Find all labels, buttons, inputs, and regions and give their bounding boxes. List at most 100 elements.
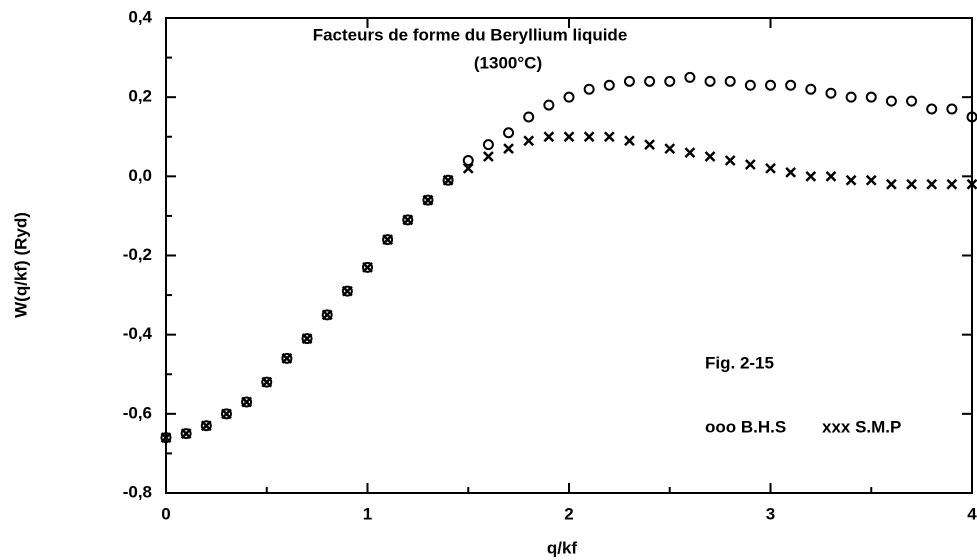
point <box>462 155 474 166</box>
y-tick-label: -0,8 <box>123 482 152 501</box>
point <box>865 91 877 103</box>
x-tick-label: 3 <box>766 504 775 523</box>
point <box>362 261 373 273</box>
point <box>523 135 535 147</box>
point <box>180 428 192 440</box>
point <box>241 396 253 408</box>
point <box>664 143 676 155</box>
y-tick-label: 0,2 <box>128 87 152 106</box>
point <box>261 376 273 388</box>
point <box>442 174 454 186</box>
point <box>180 428 192 440</box>
point <box>563 91 575 103</box>
point <box>382 234 394 246</box>
point <box>281 353 293 364</box>
point <box>362 261 373 273</box>
point <box>644 139 655 151</box>
point <box>422 194 434 206</box>
point <box>664 75 676 87</box>
point <box>160 432 172 444</box>
point <box>906 95 918 107</box>
point <box>543 99 555 111</box>
point <box>785 166 797 178</box>
chart-subtitle: (1300°C) <box>474 53 542 72</box>
point <box>583 131 595 143</box>
point <box>402 214 414 226</box>
point <box>886 178 897 190</box>
point <box>543 131 555 143</box>
y-tick-label: -0,2 <box>123 245 152 264</box>
point <box>825 170 837 182</box>
point <box>301 333 313 345</box>
point <box>684 147 696 158</box>
point <box>603 131 615 143</box>
chart-title: Facteurs de forme du Beryllium liquide <box>313 25 628 44</box>
point <box>966 178 977 190</box>
point <box>523 111 535 123</box>
point <box>583 83 595 95</box>
x-axis-label: q/kf <box>547 538 578 557</box>
point <box>442 174 454 186</box>
point <box>785 79 797 91</box>
point <box>704 151 716 162</box>
point <box>946 103 958 115</box>
point <box>603 79 615 91</box>
point <box>744 79 756 91</box>
point <box>765 163 776 174</box>
point <box>684 71 696 83</box>
x-tick-label: 4 <box>967 504 977 523</box>
point <box>382 234 394 246</box>
point <box>624 135 635 147</box>
x-tick-label: 0 <box>161 504 170 523</box>
point <box>805 83 817 95</box>
point <box>220 408 232 420</box>
point <box>825 87 837 99</box>
y-tick-label: -0,4 <box>123 324 153 343</box>
point <box>704 75 716 87</box>
point <box>744 159 756 170</box>
point <box>462 163 474 174</box>
point <box>321 309 333 321</box>
point <box>563 131 575 143</box>
point <box>221 408 232 420</box>
x-tick-label: 1 <box>363 504 372 523</box>
point <box>644 75 656 87</box>
point <box>200 420 212 432</box>
point <box>482 139 494 151</box>
x-tick-label: 2 <box>564 504 573 523</box>
point <box>765 79 776 91</box>
point <box>341 285 353 297</box>
point <box>503 127 515 139</box>
point <box>241 396 252 408</box>
y-tick-label: -0,6 <box>123 403 152 422</box>
point <box>341 285 353 297</box>
y-tick-label: 0,0 <box>128 166 152 185</box>
point <box>483 151 494 162</box>
annotation: Fig. 2-15 <box>705 353 774 372</box>
point <box>946 178 958 190</box>
point <box>281 352 293 364</box>
point <box>422 194 434 206</box>
point <box>724 155 736 166</box>
point <box>301 333 313 345</box>
point <box>845 91 857 103</box>
point <box>200 420 212 432</box>
point <box>926 178 938 190</box>
point <box>805 170 817 182</box>
point <box>503 143 514 155</box>
point <box>906 178 917 190</box>
point <box>845 174 857 186</box>
y-axis-label: W(q/kf) (Ryd) <box>11 212 30 318</box>
legend-entry: ooo B.H.S <box>705 417 786 436</box>
point <box>885 95 897 107</box>
point <box>160 432 172 443</box>
y-tick-label: 0,4 <box>128 7 152 26</box>
point <box>724 75 736 87</box>
point <box>402 214 414 226</box>
legend-entry: xxx S.M.P <box>822 417 901 436</box>
point <box>926 103 938 115</box>
point <box>865 174 877 186</box>
point <box>623 75 635 87</box>
point <box>321 309 333 321</box>
